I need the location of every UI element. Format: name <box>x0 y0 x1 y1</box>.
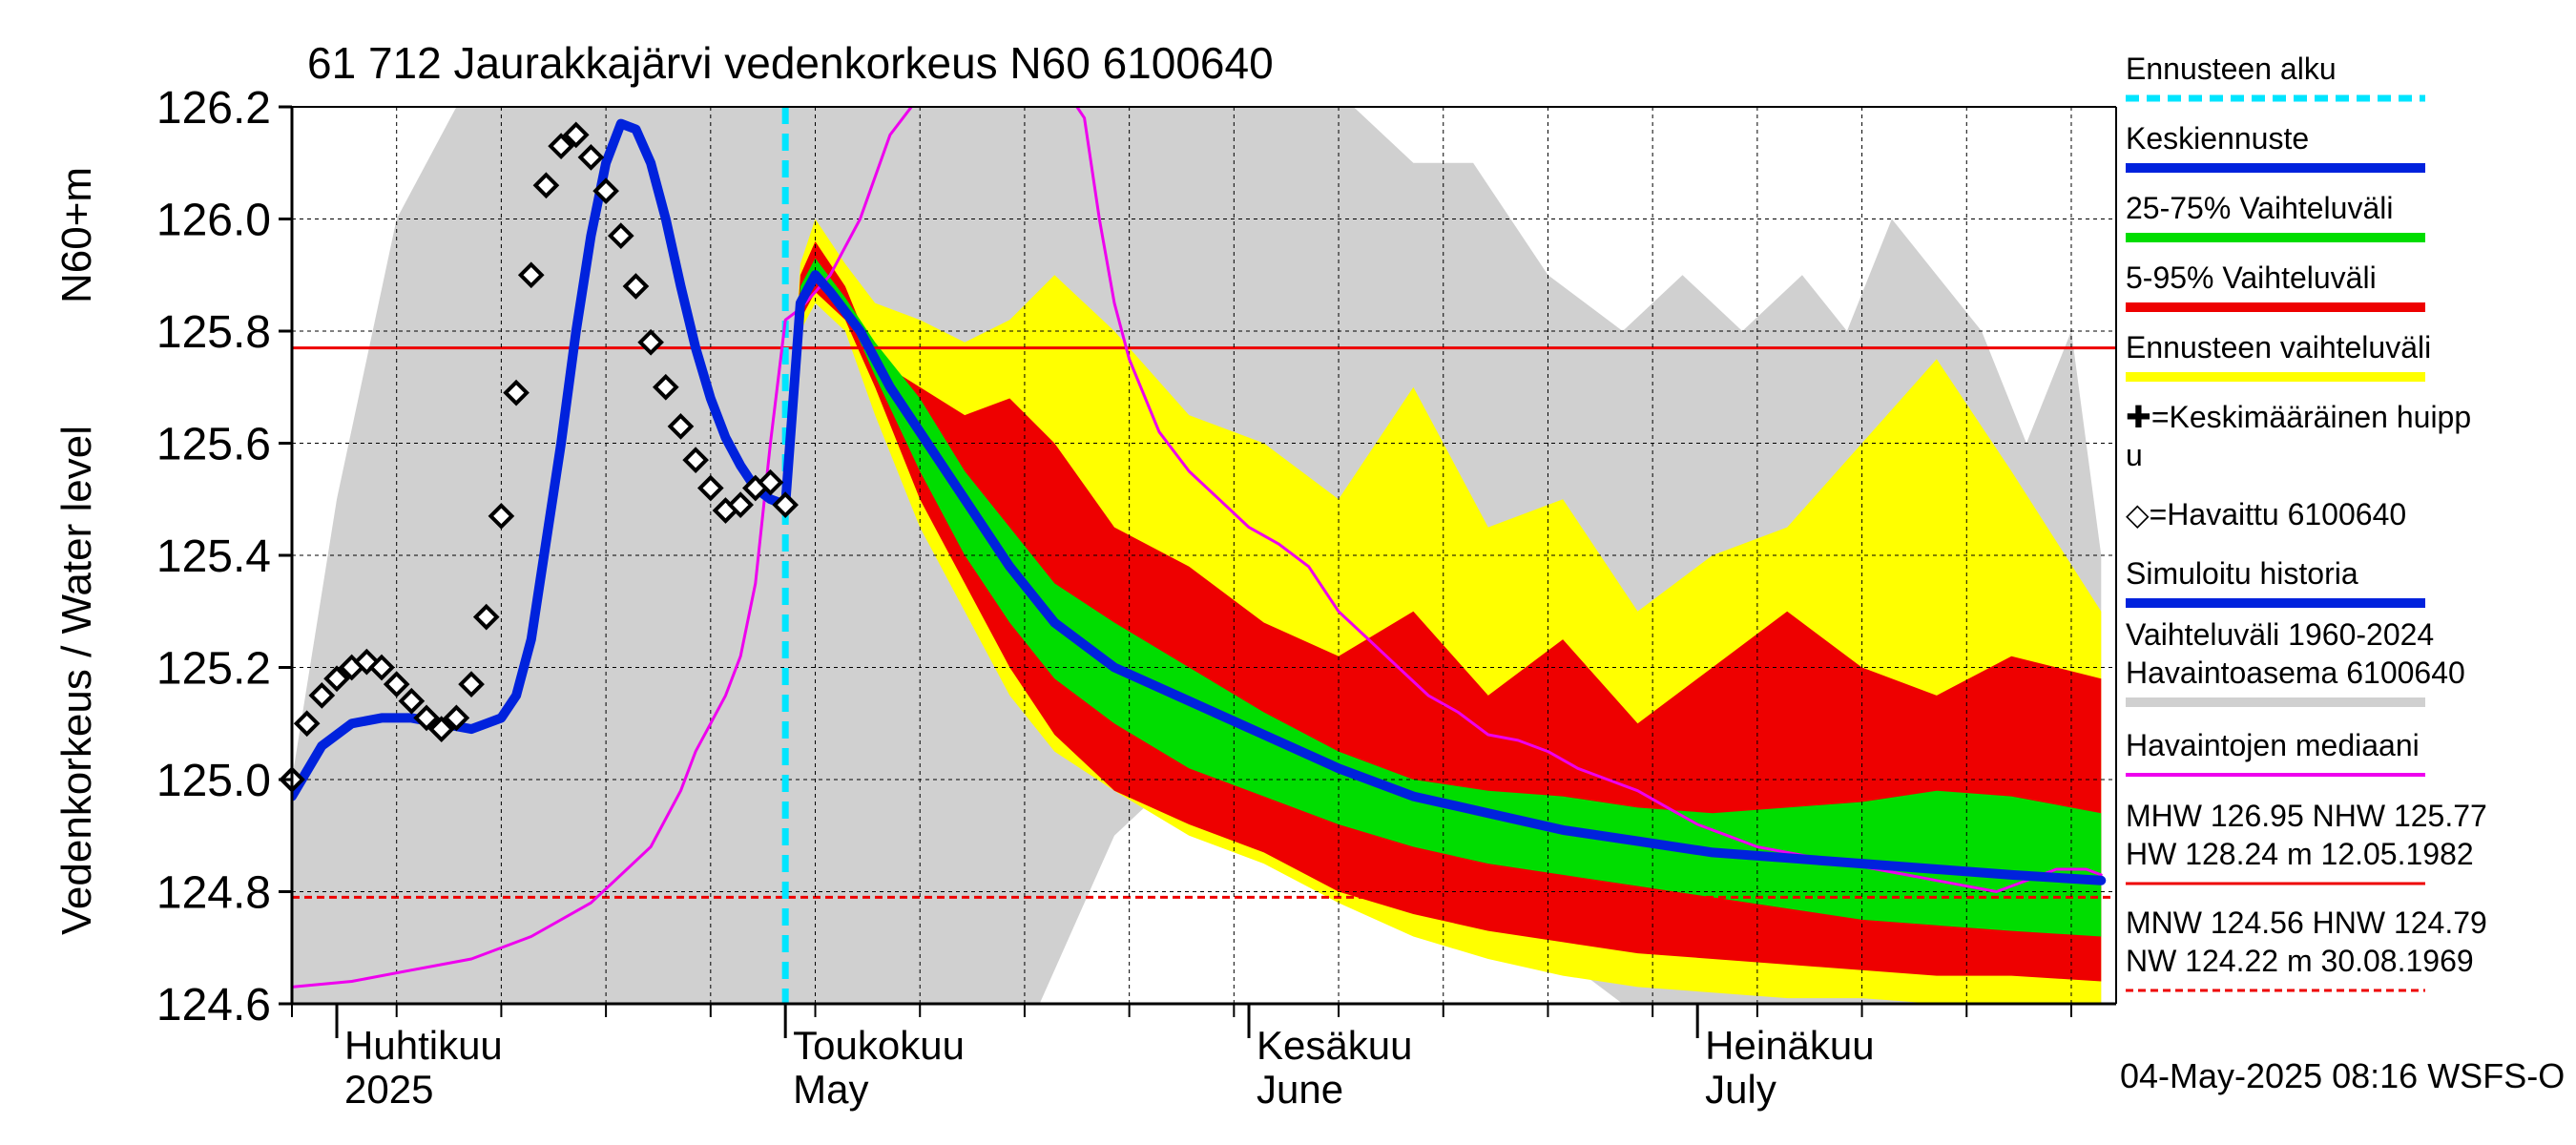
y-tick-label: 124.6 <box>156 980 271 1030</box>
legend-label: HW 128.24 m 12.05.1982 <box>2126 837 2474 871</box>
observed-point <box>503 379 530 406</box>
legend: Ennusteen alku Keskiennuste 25-75% Vaihtel… <box>2126 52 2487 992</box>
x-month-label: Kesäkuu <box>1257 1023 1412 1068</box>
legend-label: u <box>2126 438 2143 472</box>
x-month-sublabel: May <box>793 1067 868 1112</box>
observed-points <box>279 121 800 793</box>
observed-point <box>383 671 410 697</box>
legend-label: NW 124.22 m 30.08.1969 <box>2126 944 2474 978</box>
observed-point <box>443 704 470 732</box>
observed-point <box>368 654 395 681</box>
observed-point <box>696 474 724 502</box>
legend-label: 5-95% Vaihteluväli <box>2126 260 2377 295</box>
observed-point <box>532 172 560 199</box>
observed-point <box>682 447 709 473</box>
observed-point <box>323 665 350 693</box>
x-month-sublabel: 2025 <box>344 1067 433 1112</box>
y-tick-label: 126.0 <box>156 196 271 246</box>
y-tick-label: 125.8 <box>156 307 271 358</box>
chart-title: 61 712 Jaurakkajärvi vedenkorkeus N60 61… <box>307 38 1274 88</box>
legend-label: Keskiennuste <box>2126 121 2309 156</box>
legend-label: Ennusteen alku <box>2126 52 2337 86</box>
observed-point <box>607 222 634 249</box>
legend-label: MHW 126.95 NHW 125.77 <box>2126 799 2487 833</box>
observed-point <box>517 261 545 289</box>
series-keskiennuste <box>780 270 2107 885</box>
legend-label: Havaintoasema 6100640 <box>2126 656 2465 690</box>
observed-point <box>652 373 679 401</box>
x-month-sublabel: June <box>1257 1067 1343 1112</box>
y-tick-label: 125.6 <box>156 420 271 470</box>
observed-point <box>413 704 440 732</box>
legend-label: Ennusteen vaihteluväli <box>2126 330 2431 364</box>
observed-point <box>398 687 426 715</box>
observed-point <box>592 177 619 204</box>
observed-point <box>622 273 650 300</box>
y-axis-label: Vedenkorkeus / Water level <box>53 426 100 935</box>
legend-label: MNW 124.56 HNW 124.79 <box>2126 906 2487 940</box>
observed-point <box>472 603 500 631</box>
axes: 124.6 124.8 125.0 125.2 125.4 125.6 125.8 126.0… <box>156 83 2117 1112</box>
observed-point <box>757 468 784 496</box>
band-5-95-vaihteluva-li <box>785 241 2102 982</box>
x-month-label: Huhtikuu <box>344 1023 503 1068</box>
y-tick-label: 125.0 <box>156 756 271 806</box>
x-month-label: Heinäkuu <box>1705 1023 1874 1068</box>
legend-label: Vaihteluväli 1960-2024 <box>2126 617 2434 652</box>
observed-point <box>667 413 695 440</box>
legend-label: Havaintojen mediaani <box>2126 728 2420 762</box>
y-tick-label: 126.2 <box>156 83 271 134</box>
observed-point <box>458 671 485 697</box>
observed-point <box>727 491 754 518</box>
observed-point <box>308 682 336 709</box>
legend-label: 25-75% Vaihteluväli <box>2126 191 2393 225</box>
y-tick-label: 124.8 <box>156 868 271 919</box>
observed-point <box>562 121 590 149</box>
x-month-sublabel: July <box>1705 1067 1776 1112</box>
y-tick-label: 125.4 <box>156 531 271 582</box>
observed-point <box>488 503 515 530</box>
footer-timestamp: 04-May-2025 08:16 WSFS-O <box>2120 1056 2565 1095</box>
legend-label: ◇=Havaittu 6100640 <box>2126 497 2406 531</box>
observed-point <box>577 144 605 171</box>
legend-label: ✚=Keskimääräinen huipp <box>2126 400 2471 434</box>
x-month-label: Toukokuu <box>793 1023 965 1068</box>
y-tick-label: 125.2 <box>156 644 271 695</box>
legend-label: Simuloitu historia <box>2126 556 2358 591</box>
observed-point <box>427 716 455 742</box>
y-axis-unit: N60+m <box>53 167 100 303</box>
observed-point <box>637 328 664 356</box>
observed-point <box>548 133 574 159</box>
observed-point <box>293 710 321 738</box>
observed-point <box>772 491 800 518</box>
